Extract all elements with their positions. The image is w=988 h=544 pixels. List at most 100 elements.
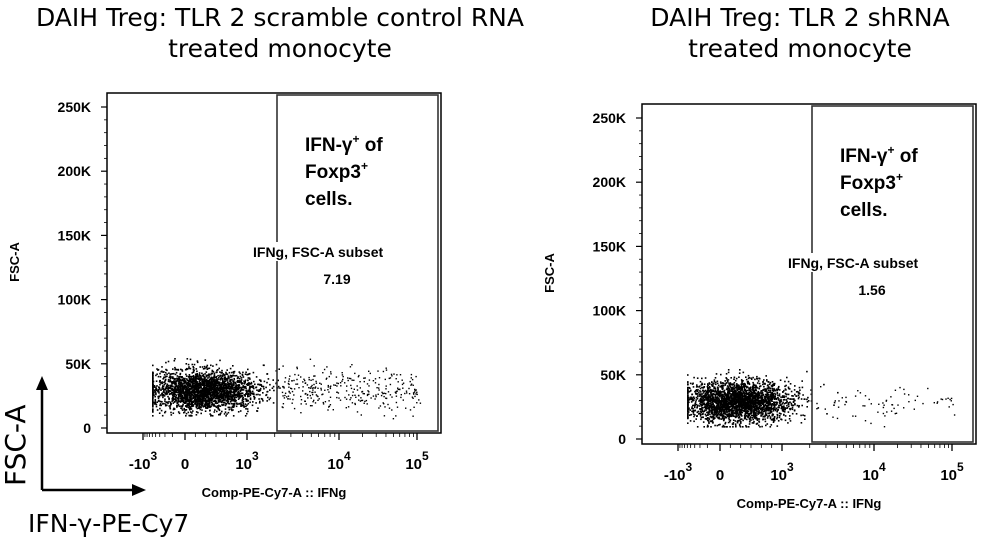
event-dot: [353, 379, 355, 381]
event-dot: [769, 394, 771, 396]
event-dot: [404, 392, 406, 395]
event-dot: [215, 379, 217, 382]
event-dot: [196, 392, 199, 394]
event-dot: [211, 372, 213, 375]
event-dot: [200, 383, 203, 386]
event-dot: [688, 407, 690, 409]
event-dot: [169, 380, 172, 382]
event-dot: [767, 389, 770, 391]
event-dot: [199, 377, 201, 380]
event-dot: [200, 378, 202, 380]
event-dot: [800, 398, 803, 400]
event-dot: [216, 389, 218, 392]
event-dot: [206, 405, 209, 408]
event-dot: [230, 387, 232, 390]
event-dot: [311, 384, 313, 387]
event-dot: [312, 389, 314, 391]
event-dot: [746, 389, 749, 392]
event-dot: [199, 379, 201, 381]
event-dot: [773, 417, 776, 419]
event-dot: [196, 397, 199, 400]
event-dot: [170, 391, 173, 394]
event-dot: [152, 400, 154, 403]
event-dot: [710, 420, 712, 422]
event-dot: [315, 380, 317, 383]
event-dot: [695, 401, 697, 403]
event-dot: [375, 394, 377, 396]
event-dot: [221, 369, 223, 372]
event-dot: [288, 378, 290, 380]
x-tick-label: 104: [862, 460, 886, 484]
event-dot: [786, 406, 789, 409]
event-dot: [190, 408, 193, 410]
event-dot: [731, 407, 733, 410]
event-dot: [806, 370, 808, 373]
event-dot: [192, 366, 194, 368]
event-dot: [205, 407, 207, 409]
event-dot: [179, 386, 182, 389]
event-dot: [199, 391, 201, 394]
event-dot: [163, 374, 166, 376]
event-dot: [761, 399, 764, 401]
event-dot: [238, 381, 241, 384]
event-dot: [193, 380, 195, 382]
right-title-line-2: treated monocyte: [688, 34, 912, 63]
event-dot: [244, 385, 246, 388]
event-dot: [189, 378, 192, 381]
event-dot: [188, 402, 190, 404]
event-dot: [184, 398, 187, 400]
event-dot: [165, 361, 167, 364]
event-dot: [696, 377, 699, 379]
gate-label-line: IFN-γ+ of: [305, 132, 383, 156]
event-dot: [190, 375, 192, 378]
event-dot: [728, 384, 731, 387]
event-dot: [366, 383, 369, 385]
event-dot: [193, 397, 196, 399]
event-dot: [208, 388, 210, 391]
event-dot: [242, 386, 245, 388]
event-dot: [232, 415, 235, 417]
event-dot: [193, 369, 195, 372]
event-dot: [187, 403, 189, 405]
event-dot: [228, 385, 231, 388]
event-dot: [195, 377, 198, 380]
event-dot: [248, 377, 251, 379]
event-dot: [806, 398, 808, 401]
x-tick-exponent: 3: [787, 460, 794, 474]
event-dot: [716, 396, 719, 398]
event-dot: [759, 385, 762, 387]
event-dot: [226, 399, 229, 402]
x-tick-label: -103: [129, 449, 158, 473]
event-dot: [410, 383, 413, 385]
event-dot: [255, 386, 258, 388]
event-dot: [200, 406, 202, 409]
event-dot: [753, 397, 755, 400]
event-dot: [158, 392, 160, 394]
event-dot: [723, 397, 726, 399]
event-dot: [266, 373, 269, 375]
event-dot: [242, 404, 245, 406]
event-dot: [204, 359, 207, 361]
event-dot: [197, 390, 199, 393]
event-dot: [716, 398, 719, 400]
event-dot: [694, 405, 696, 407]
event-dot: [165, 386, 167, 388]
event-dot: [216, 388, 218, 391]
event-dot: [717, 394, 719, 397]
event-dot: [227, 394, 230, 396]
event-dot: [225, 390, 228, 393]
event-dot: [383, 403, 385, 405]
event-dot: [317, 387, 319, 389]
left-title-line-2: treated monocyte: [168, 34, 392, 63]
event-dot: [177, 403, 180, 406]
event-dot: [756, 422, 759, 425]
event-dot: [174, 400, 176, 403]
event-dot: [210, 376, 213, 379]
event-dot: [706, 399, 709, 402]
event-dot: [705, 394, 708, 397]
event-dot: [413, 391, 416, 393]
event-dot: [221, 396, 223, 398]
event-dot: [228, 397, 230, 399]
event-dot: [759, 426, 761, 428]
event-dot: [777, 386, 780, 389]
